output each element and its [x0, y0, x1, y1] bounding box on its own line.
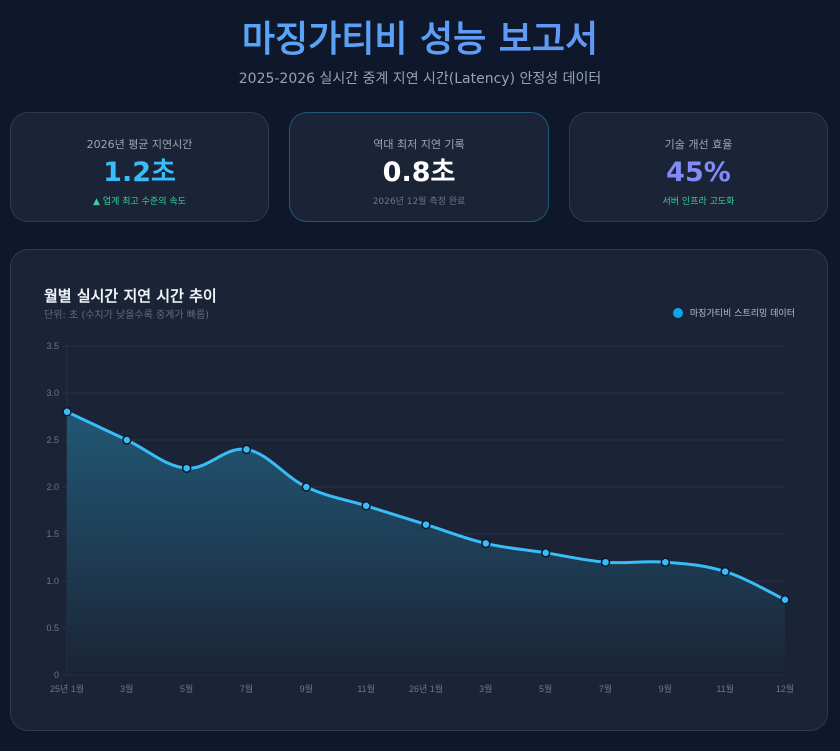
x-tick-label: 3월	[120, 683, 133, 694]
y-tick-label: 2.0	[46, 482, 59, 492]
data-point[interactable]	[780, 595, 790, 605]
legend-dot-icon	[672, 307, 683, 318]
report-header: 마징가티비 성능 보고서 2025-2026 실시간 중계 지연 시간(Late…	[0, 14, 840, 88]
x-tick-label: 25년 1월	[50, 683, 84, 694]
data-point[interactable]	[421, 519, 431, 530]
data-points	[62, 407, 790, 605]
page-subtitle: 2025-2026 실시간 중계 지연 시간(Latency) 안정성 데이터	[238, 71, 602, 87]
x-tick-label: 11월	[716, 683, 734, 694]
stat-value: 45%	[666, 157, 731, 188]
y-tick-label: 1.5	[46, 529, 59, 539]
y-axis: 0 0.5 1.0 1.5 2.0 2.5 3.0 3.5	[46, 341, 59, 680]
data-point[interactable]	[600, 557, 611, 567]
data-point[interactable]	[241, 444, 252, 455]
chart-subtitle: 단위: 초 (수치가 낮을수록 중계가 빠름)	[44, 310, 210, 321]
y-tick-label: 3.5	[46, 341, 59, 351]
y-tick-label: 0	[54, 670, 59, 680]
data-point[interactable]	[62, 407, 72, 417]
stat-note: 서버 인프라 고도화	[662, 197, 735, 207]
x-tick-label: 5월	[539, 683, 552, 694]
stat-value: 0.8초	[382, 157, 456, 188]
x-tick-label: 9월	[659, 683, 672, 694]
stat-value: 1.2초	[103, 157, 176, 188]
stat-label: 2026년 평균 지연시간	[86, 138, 193, 151]
x-tick-label: 12월	[776, 683, 794, 694]
chart-title: 월별 실시간 지연 시간 추이	[44, 287, 217, 305]
stat-note: 2026년 12월 측정 완료	[372, 197, 466, 207]
data-point[interactable]	[122, 435, 132, 445]
stat-card-efficiency: 기술 개선 효율 45% 서버 인프라 고도화	[569, 112, 828, 222]
page-title: 마징가티비 성능 보고서	[0, 14, 840, 66]
chart-legend[interactable]: 마징가티비 스트리밍 데이터	[672, 306, 795, 319]
data-point[interactable]	[720, 566, 730, 577]
x-tick-label: 7월	[599, 683, 612, 694]
y-tick-label: 0.5	[46, 623, 59, 633]
x-axis: 25년 1월 3월 5월 7월 9월 11월 26년 1월 3월 5월 7월 9월 11월 12월	[50, 683, 794, 694]
x-tick-label: 5월	[180, 683, 193, 694]
stat-label: 기술 개선 효율	[664, 138, 733, 151]
stat-card-lowest-latency: 역대 최저 지연 기록 0.8초 2026년 12월 측정 완료	[289, 112, 549, 222]
data-point[interactable]	[540, 548, 551, 558]
data-point[interactable]	[181, 463, 192, 473]
area-fill	[67, 411, 785, 675]
x-tick-label: 3월	[479, 683, 492, 694]
stat-label: 역대 최저 지연 기록	[373, 138, 465, 151]
x-tick-label: 7월	[240, 683, 253, 694]
data-point[interactable]	[481, 538, 491, 549]
legend-label: 마징가티비 스트리밍 데이터	[689, 309, 795, 319]
x-tick-label: 11월	[357, 683, 375, 694]
stat-note: ▲ 업계 최고 수준의 속도	[93, 197, 186, 207]
y-tick-label: 2.5	[46, 435, 59, 445]
stat-card-average-latency: 2026년 평균 지연시간 1.2초 ▲ 업계 최고 수준의 속도	[10, 112, 269, 222]
y-tick-label: 1.0	[46, 576, 59, 586]
data-point[interactable]	[660, 557, 671, 567]
data-point[interactable]	[361, 501, 371, 511]
x-tick-label: 9월	[300, 683, 313, 694]
x-tick-label: 26년 1월	[409, 683, 443, 694]
data-point[interactable]	[301, 482, 312, 492]
y-tick-label: 3.0	[46, 388, 59, 398]
